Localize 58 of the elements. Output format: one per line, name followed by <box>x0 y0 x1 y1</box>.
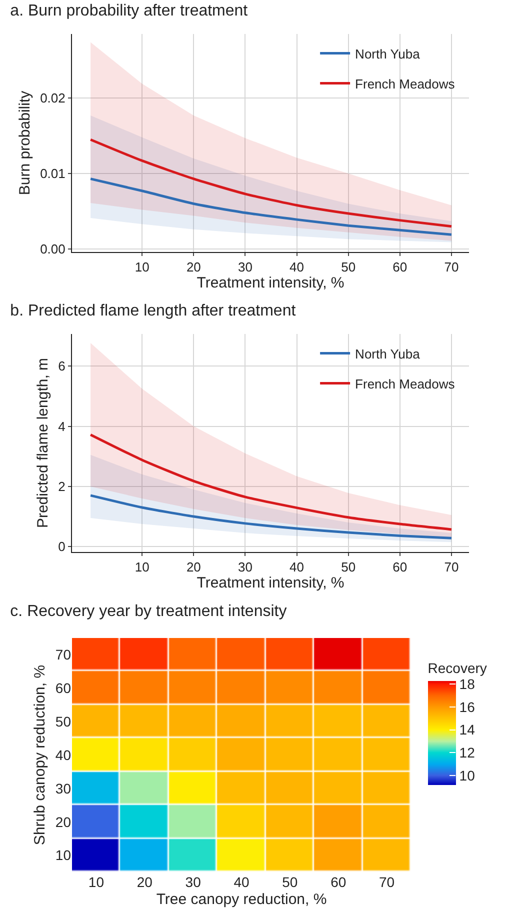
x-tick-label: 60 <box>392 560 408 575</box>
x-tick-label: 20 <box>186 560 201 575</box>
y-axis-title: Shrub canopy reduction, % <box>32 664 49 846</box>
y-tick-label: 0.00 <box>40 242 66 257</box>
x-axis-title: Treatment intensity, % <box>196 574 344 592</box>
chart-title: c. Recovery year by treatment intensity <box>10 602 287 620</box>
y-tick-label: 0.01 <box>40 166 66 182</box>
x-tick-label: 50 <box>341 260 356 275</box>
legend-label: North Yuba <box>355 46 421 62</box>
line-series <box>89 178 453 236</box>
y-axis-title: Burn probability <box>16 90 34 196</box>
x-tick-label: 70 <box>444 560 459 575</box>
y-tick-label: 70 <box>55 646 72 663</box>
y-tick-label: 10 <box>55 847 72 864</box>
color-bar-label: 12 <box>459 744 476 761</box>
x-axis-title: Treatment intensity, % <box>196 274 344 292</box>
x-tick-label: 40 <box>290 260 304 275</box>
y-tick-label: 50 <box>55 713 72 730</box>
y-tick-label: 0.02 <box>40 90 66 106</box>
color-bar-label: 18 <box>459 676 476 692</box>
y-tick-label: 4 <box>58 418 66 434</box>
x-tick-label: 70 <box>444 260 459 275</box>
y-tick-label: 40 <box>55 746 72 763</box>
x-tick-label: 40 <box>234 874 250 890</box>
line-series <box>89 138 453 228</box>
y-axis-title: Predicted flame length, m <box>34 358 52 528</box>
y-tick-label: 0 <box>58 539 66 554</box>
y-tick-label: 20 <box>55 814 72 830</box>
color-bar-label: 16 <box>459 698 476 715</box>
color-bar-label: 10 <box>459 767 476 784</box>
y-tick-label: 6 <box>58 358 66 374</box>
color-bar-label: 14 <box>459 722 476 738</box>
x-tick-label: 20 <box>136 874 153 890</box>
line-series <box>89 494 453 540</box>
y-tick-label: 60 <box>55 680 72 696</box>
x-tick-label: 10 <box>88 874 104 890</box>
color-bar-title: Recovery <box>428 660 487 676</box>
line-series <box>89 433 453 531</box>
x-tick-label: 10 <box>134 560 150 575</box>
legend-label: French Meadows <box>355 376 456 392</box>
x-tick-label: 50 <box>341 560 356 575</box>
x-tick-label: 30 <box>238 560 252 575</box>
x-tick-label: 30 <box>238 260 252 275</box>
y-tick-label: 30 <box>55 780 72 796</box>
x-tick-label: 70 <box>379 874 395 890</box>
chart-title: a. Burn probability after treatment <box>10 2 248 20</box>
x-axis-title: Tree canopy reduction, % <box>156 891 327 908</box>
legend-label: French Meadows <box>355 76 456 92</box>
y-tick-label: 2 <box>58 479 66 494</box>
x-tick-label: 20 <box>186 260 201 275</box>
x-tick-label: 30 <box>185 874 202 890</box>
legend-label: North Yuba <box>355 346 421 362</box>
x-tick-label: 60 <box>392 260 408 275</box>
x-tick-label: 40 <box>290 560 304 575</box>
chart-title: b. Predicted flame length after treatment <box>10 302 296 320</box>
x-tick-label: 60 <box>330 874 346 890</box>
x-tick-label: 10 <box>134 260 150 275</box>
x-tick-label: 50 <box>282 874 298 890</box>
